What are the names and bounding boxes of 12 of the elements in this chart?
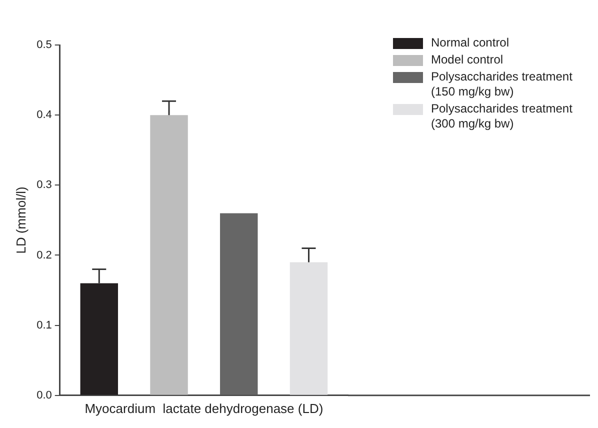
x-tick-label: Myocardium lactate dehydrogenase (LD) bbox=[84, 400, 324, 416]
y-tick-label: 0.4 bbox=[36, 109, 52, 122]
y-tick-label: 0.1 bbox=[36, 319, 52, 332]
legend-label: Polysaccharides treatment (300 mg/kg bw) bbox=[431, 101, 574, 130]
legend-label: Polysaccharides treatment (150 mg/kg bw) bbox=[431, 69, 574, 98]
legend-label: Normal control bbox=[431, 35, 510, 50]
y-tick-label: 0.3 bbox=[36, 179, 52, 192]
y-tick-label: 0.0 bbox=[36, 389, 52, 402]
y-axis-title: LD (mmol/l) bbox=[13, 186, 28, 254]
y-tick-label: 0.2 bbox=[36, 249, 52, 262]
y-tick-label: 0.5 bbox=[36, 39, 52, 52]
legend-label: Model control bbox=[431, 52, 504, 66]
